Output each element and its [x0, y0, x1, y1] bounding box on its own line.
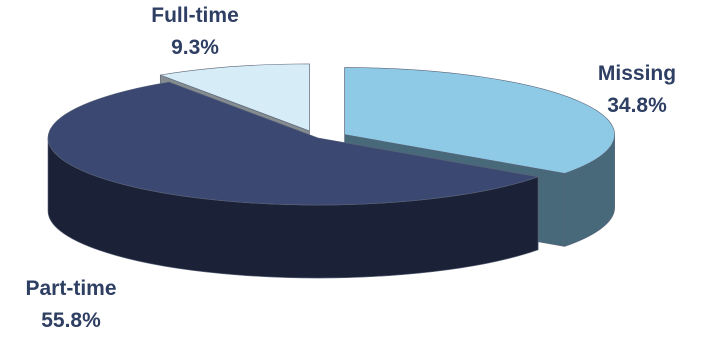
slice-full-time — [159, 63, 310, 132]
slice-value-part-time: 55.8% — [41, 309, 101, 332]
slice-value-full-time: 9.3% — [171, 36, 219, 59]
slice-missing — [344, 67, 615, 174]
slice-label-missing: Missing — [598, 62, 676, 85]
pie-tops — [47, 63, 615, 206]
slice-label-full-time: Full-time — [151, 4, 239, 27]
label-part-time: Part-time 55.8% — [25, 277, 116, 332]
slice-part-time — [47, 81, 539, 206]
label-full-time: Full-time 9.3% — [151, 4, 239, 59]
slice-label-part-time: Part-time — [25, 277, 116, 300]
label-missing: Missing 34.8% — [598, 62, 676, 117]
slice-value-missing: 34.8% — [607, 94, 667, 117]
